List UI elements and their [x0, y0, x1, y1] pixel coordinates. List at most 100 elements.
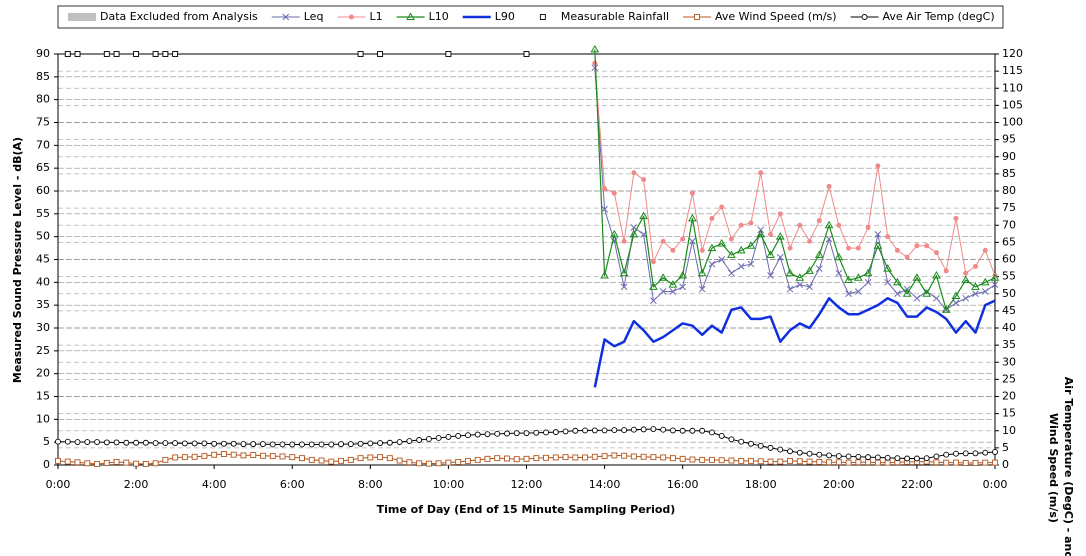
- marker: [55, 438, 61, 445]
- marker: [533, 429, 540, 436]
- y2-tick-label: 90: [1002, 150, 1016, 163]
- marker: [494, 455, 501, 462]
- x-tick-label: 14:00: [589, 478, 621, 491]
- marker: [611, 452, 618, 459]
- marker: [894, 290, 901, 298]
- marker: [668, 280, 678, 288]
- marker: [269, 441, 276, 448]
- marker: [874, 459, 881, 466]
- marker: [981, 288, 989, 295]
- y2-tick-label: 40: [1002, 321, 1016, 334]
- marker: [992, 459, 998, 466]
- marker: [250, 441, 257, 448]
- y2-tick-label: 95: [1002, 133, 1016, 146]
- marker: [904, 254, 910, 260]
- y-tick-label: 10: [36, 412, 50, 425]
- marker: [883, 264, 893, 272]
- marker: [513, 430, 520, 437]
- y-tick-label: 65: [36, 161, 50, 174]
- marker: [425, 460, 432, 467]
- marker: [953, 459, 959, 466]
- y2-tick-label: 20: [1002, 390, 1016, 403]
- marker: [904, 455, 911, 462]
- y2-tick-label: 110: [1002, 81, 1023, 94]
- marker: [162, 456, 169, 463]
- marker: [874, 231, 882, 238]
- marker: [963, 270, 969, 276]
- marker: [282, 13, 290, 21]
- marker: [504, 455, 510, 462]
- marker: [494, 430, 501, 437]
- legend-item: Data Excluded from Analysis: [68, 10, 258, 23]
- marker: [990, 273, 1000, 281]
- marker: [308, 456, 315, 463]
- marker: [738, 438, 745, 445]
- legend-label: L90: [495, 10, 515, 23]
- marker: [230, 451, 237, 458]
- marker: [767, 458, 774, 465]
- marker: [826, 183, 832, 189]
- marker: [621, 238, 627, 244]
- marker: [552, 454, 559, 461]
- marker: [455, 432, 462, 439]
- marker: [835, 459, 842, 466]
- y2-tick-label: 55: [1002, 270, 1016, 283]
- marker: [797, 222, 803, 228]
- legend-frame: [57, 5, 1004, 29]
- y-tick-label: 80: [36, 93, 50, 106]
- marker: [757, 458, 764, 465]
- marker: [445, 459, 452, 466]
- marker: [289, 441, 296, 448]
- marker: [142, 461, 149, 467]
- marker: [523, 455, 530, 462]
- marker: [133, 51, 140, 57]
- marker: [707, 243, 717, 252]
- marker: [572, 454, 579, 461]
- y-tick-label: 5: [43, 435, 50, 448]
- marker: [727, 250, 736, 258]
- marker: [152, 460, 159, 467]
- marker: [835, 453, 842, 460]
- marker: [855, 453, 862, 460]
- marker: [621, 427, 628, 434]
- marker: [913, 294, 921, 302]
- marker: [445, 433, 452, 440]
- marker: [796, 281, 804, 288]
- marker: [103, 51, 110, 57]
- marker: [103, 439, 110, 446]
- marker: [933, 250, 939, 256]
- x-tick-label: 6:00: [280, 478, 305, 491]
- marker: [874, 454, 881, 461]
- marker: [679, 283, 687, 291]
- marker: [747, 260, 755, 268]
- marker: [338, 441, 345, 448]
- marker: [941, 305, 951, 313]
- marker: [133, 460, 140, 467]
- marker: [162, 51, 169, 57]
- marker: [55, 457, 61, 464]
- marker: [815, 265, 823, 272]
- marker: [543, 429, 549, 436]
- marker: [377, 454, 384, 461]
- marker: [279, 453, 286, 460]
- marker: [601, 453, 608, 460]
- marker: [630, 426, 637, 433]
- marker: [836, 222, 842, 228]
- x-tick-label: 4:00: [202, 478, 227, 491]
- marker: [861, 14, 868, 20]
- legend-label: L1: [369, 10, 382, 23]
- marker: [688, 213, 697, 222]
- marker: [679, 427, 686, 434]
- series-line: [594, 67, 996, 311]
- marker: [980, 277, 990, 286]
- marker: [825, 235, 833, 243]
- marker: [756, 229, 766, 238]
- marker: [982, 449, 989, 456]
- marker: [853, 273, 863, 281]
- marker: [191, 453, 198, 460]
- marker: [697, 268, 707, 277]
- x-axis-title: Time of Day (End of 15 Minute Sampling P…: [377, 503, 676, 516]
- marker: [894, 247, 900, 253]
- marker: [932, 270, 941, 279]
- marker: [377, 51, 384, 57]
